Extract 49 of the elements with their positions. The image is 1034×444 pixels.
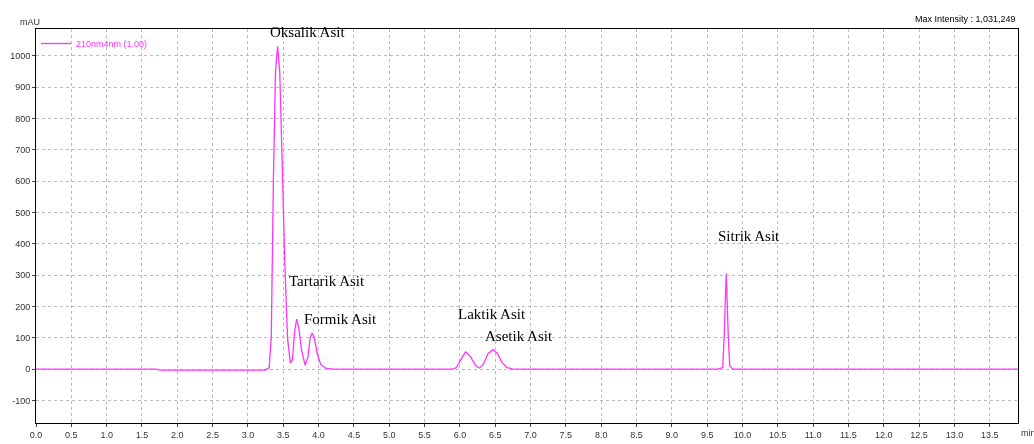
y-tick-label: 0	[25, 364, 31, 375]
x-tick-label: 5.0	[382, 429, 396, 440]
annotation: Laktik Asit	[458, 306, 526, 322]
x-tick-label: 4.5	[347, 429, 361, 440]
legend-label: 210nm4nm (1.00)	[76, 39, 148, 50]
x-tick-label: 4.0	[312, 429, 325, 440]
x-tick-label: 10.5	[769, 429, 787, 440]
y-tick-label: 200	[15, 301, 31, 312]
x-tick-label: 9.0	[665, 429, 679, 440]
y-tick-label: 800	[15, 113, 31, 124]
y-tick-label: 600	[15, 176, 31, 187]
y-tick-label: 400	[15, 239, 31, 249]
annotation: Formik Asit	[304, 311, 377, 327]
y-tick-label: -100	[12, 395, 31, 406]
x-tick-label: 2.0	[171, 429, 184, 440]
x-tick-label: 8.5	[630, 429, 643, 440]
annotation: Asetik Asit	[485, 328, 553, 344]
annotation: Tartarik Asit	[289, 273, 366, 289]
x-tick-label: 7.0	[524, 429, 537, 440]
x-tick-label: 12.0	[875, 429, 893, 440]
x-tick-label: 11.5	[840, 429, 857, 440]
x-tick-label: 10.0	[733, 429, 752, 440]
x-tick-label: 2.5	[206, 429, 219, 440]
x-tick-label: 1.5	[135, 429, 149, 440]
x-tick-label: 6.0	[453, 429, 467, 440]
x-tick-label: 12.5	[910, 429, 928, 440]
annotation: Sitrik Asit	[718, 228, 781, 244]
y-tick-label: 500	[15, 207, 31, 218]
x-tick-label: 11.0	[804, 429, 822, 440]
annotation: Oksalik Asit	[270, 24, 346, 40]
x-tick-label: 3.5	[277, 429, 290, 440]
y-tick-label: 100	[15, 332, 31, 343]
text: Max Intensity : 1,031,249	[915, 14, 1016, 24]
x-tick-label: 8.0	[594, 429, 608, 440]
x-tick-label: 7.5	[559, 429, 573, 440]
x-tick-label: 3.0	[241, 429, 255, 440]
x-tick-label: 5.5	[418, 429, 431, 440]
y-tick-label: 1000	[10, 51, 31, 62]
x-tick-label: 9.5	[700, 429, 714, 440]
x-tick-label: 6.5	[488, 429, 502, 440]
y-tick-label: 300	[15, 270, 31, 281]
y-tick-label: 900	[15, 82, 31, 93]
x-tick-label: 0.0	[29, 429, 43, 440]
x-tick-label: 0.5	[65, 429, 78, 440]
x-tick-label: 13.5	[980, 429, 999, 440]
y-axis-title: mAU	[20, 17, 40, 27]
x-tick-label: 13.0	[945, 429, 964, 440]
x-tick-label: 1.0	[100, 429, 113, 440]
y-tick-label: 700	[15, 145, 31, 156]
